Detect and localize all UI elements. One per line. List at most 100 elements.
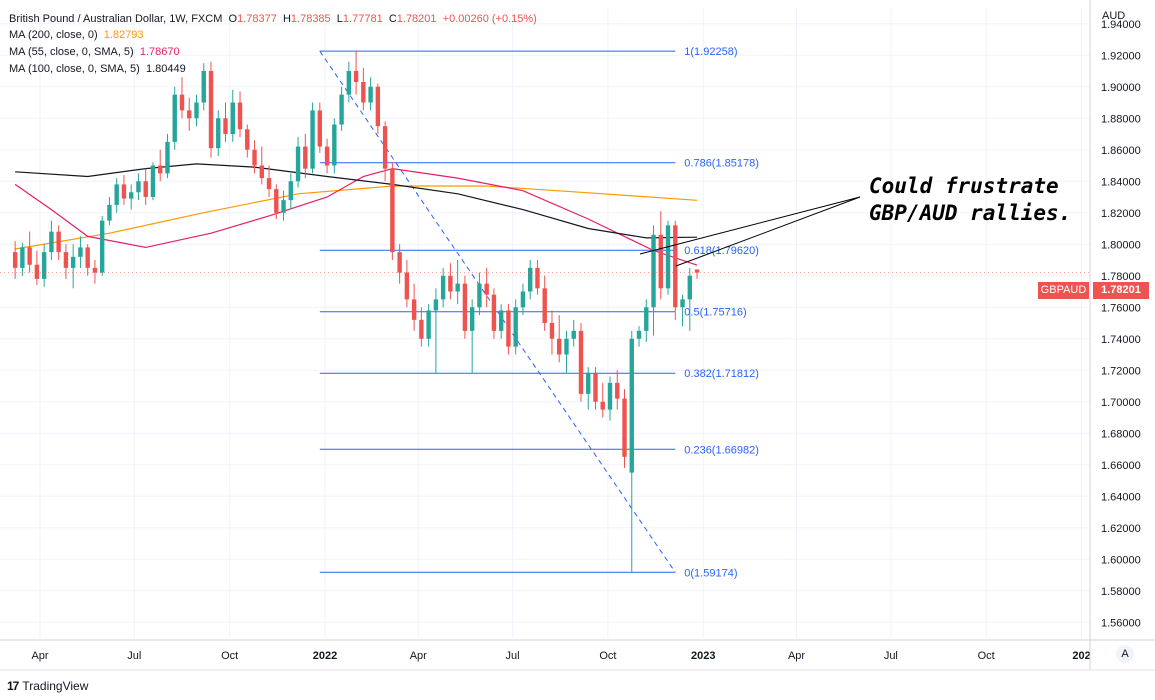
candle-body bbox=[694, 269, 700, 273]
candle-body bbox=[433, 299, 439, 311]
symbol-title: British Pound / Australian Dollar, 1W, F… bbox=[9, 13, 223, 25]
candle-body bbox=[368, 86, 373, 103]
annotation-lines bbox=[639, 196, 861, 267]
candle-body bbox=[484, 283, 489, 295]
fibonacci-retracement[interactable]: 1(1.92258) 0.786(1.85178) 0.618(1.79620) 0.… bbox=[319, 46, 759, 579]
candle-body bbox=[34, 264, 40, 279]
candle-body bbox=[245, 129, 250, 150]
fib-level-label: 0.236(1.66982) bbox=[684, 444, 759, 456]
candle-body bbox=[411, 299, 417, 320]
y-tick-label: 1.58000 bbox=[1101, 586, 1141, 598]
candle-body bbox=[636, 330, 642, 339]
candle-body bbox=[346, 71, 352, 95]
ma55-line bbox=[14, 167, 698, 266]
y-tick-label: 1.72000 bbox=[1101, 365, 1141, 377]
fib-level-label: 0.786(1.85178) bbox=[684, 158, 759, 170]
candle-body bbox=[673, 225, 678, 308]
candle-body bbox=[208, 71, 214, 149]
y-tick-label: 1.62000 bbox=[1101, 523, 1141, 535]
candle-body bbox=[361, 82, 366, 103]
candle-body bbox=[259, 165, 264, 179]
y-tick-label: 1.90000 bbox=[1101, 82, 1141, 94]
indicator-ma100[interactable]: MA (100, close, 0, SMA, 5) 1.80449 bbox=[9, 62, 186, 76]
auto-scale-button[interactable]: A bbox=[1116, 645, 1134, 663]
candle-body bbox=[332, 124, 337, 166]
y-tick-label: 1.66000 bbox=[1101, 460, 1141, 472]
candle-body bbox=[230, 102, 235, 134]
candle-body bbox=[629, 338, 634, 473]
indicator-value: 1.82793 bbox=[103, 29, 144, 41]
candle-body bbox=[266, 178, 272, 190]
tradingview-logo-text: TradingView bbox=[22, 679, 89, 693]
fib-level-label: 0.618(1.79620) bbox=[684, 245, 759, 257]
y-tick-label: 1.60000 bbox=[1101, 554, 1141, 566]
close-label: C bbox=[388, 13, 397, 25]
y-tick-label: 1.76000 bbox=[1101, 302, 1141, 314]
candle-body bbox=[622, 398, 627, 457]
callout-line-1 bbox=[639, 196, 861, 255]
candle-body bbox=[56, 231, 61, 253]
indicator-value: 1.80449 bbox=[145, 63, 186, 75]
candle-body bbox=[49, 231, 54, 253]
candle-body bbox=[440, 275, 446, 300]
candle-body bbox=[27, 247, 32, 265]
change-value: +0.00260 (+0.15%) bbox=[442, 13, 537, 25]
tradingview-logo[interactable]: 17 TradingView bbox=[7, 679, 88, 693]
x-tick-label: Apr bbox=[410, 650, 427, 662]
y-tick-label: 1.92000 bbox=[1101, 50, 1141, 62]
candle-body bbox=[78, 247, 83, 257]
trendline-dashed bbox=[319, 50, 676, 573]
candle-body bbox=[397, 252, 402, 273]
symbol-price-tag: GBPAUD bbox=[1038, 282, 1089, 299]
indicator-label: MA (55, close, 0, SMA, 5) bbox=[9, 46, 134, 58]
high-label: H bbox=[282, 13, 291, 25]
high-value: 1.78385 bbox=[290, 13, 331, 25]
x-tick-label: 2022 bbox=[313, 650, 337, 662]
fib-level-label: 1(1.92258) bbox=[684, 46, 737, 58]
candle-body bbox=[578, 330, 584, 394]
fib-level-label: 0.382(1.71812) bbox=[684, 368, 759, 380]
candle-body bbox=[129, 192, 134, 199]
open-label: O bbox=[228, 13, 238, 25]
candle-body bbox=[542, 288, 547, 323]
candle-body bbox=[520, 291, 526, 308]
candle-body bbox=[288, 181, 293, 201]
candle-body bbox=[150, 165, 156, 197]
close-value: 1.78201 bbox=[396, 13, 437, 25]
candle-body bbox=[12, 252, 18, 268]
candle-body bbox=[651, 234, 656, 308]
indicator-ma200[interactable]: MA (200, close, 0) 1.82793 bbox=[9, 28, 144, 42]
low-label: L bbox=[336, 13, 343, 25]
fib-level-label: 0(1.59174) bbox=[684, 567, 737, 579]
y-tick-label: 1.56000 bbox=[1101, 617, 1141, 629]
indicator-ma55[interactable]: MA (55, close, 0, SMA, 5) 1.78670 bbox=[9, 45, 180, 59]
candle-body bbox=[491, 294, 497, 331]
annotation-line-2: GBP/AUD rallies. bbox=[869, 201, 1072, 225]
x-tick-label: Apr bbox=[31, 650, 48, 662]
annotation-line-1: Could frustrate bbox=[869, 174, 1059, 198]
x-tick-label: Oct bbox=[221, 650, 238, 662]
candle-body bbox=[419, 319, 424, 339]
candle-body bbox=[41, 252, 47, 279]
candle-body bbox=[593, 373, 598, 402]
candle-body bbox=[665, 225, 671, 289]
candle-body bbox=[274, 189, 279, 213]
trendline[interactable] bbox=[319, 50, 676, 573]
axes: 1.94000 1.92000 1.90000 1.88000 1.86000 1.840… bbox=[0, 0, 1155, 671]
candle-body bbox=[586, 373, 591, 394]
y-tick-label: 1.94000 bbox=[1101, 19, 1141, 31]
ma100-line bbox=[15, 163, 698, 239]
y-tick-label: 1.64000 bbox=[1101, 491, 1141, 503]
candle-body bbox=[607, 382, 613, 410]
x-tick-label: 2023 bbox=[691, 650, 715, 662]
candle-body bbox=[498, 310, 504, 331]
x-tick-label: Jul bbox=[127, 650, 141, 662]
candle-body bbox=[600, 401, 605, 410]
annotation-text: Could frustrate GBP/AUD rallies. bbox=[869, 173, 1071, 227]
y-tick-label: 1.88000 bbox=[1101, 113, 1141, 125]
candle-body bbox=[172, 94, 177, 142]
candle-body bbox=[455, 283, 460, 292]
candle-body bbox=[469, 307, 475, 331]
candle-body bbox=[317, 110, 323, 147]
